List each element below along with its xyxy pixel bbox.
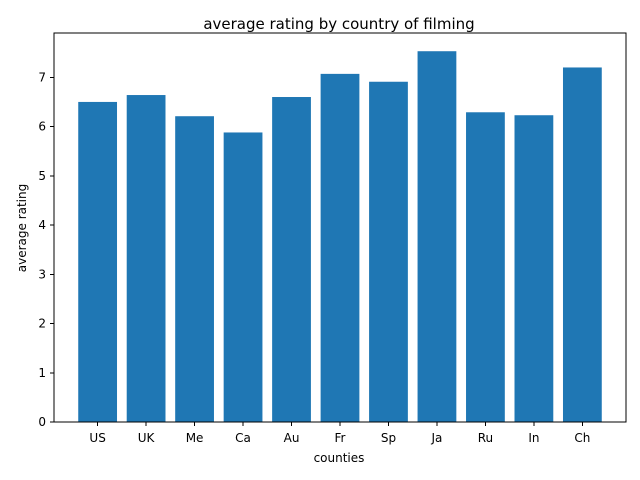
y-axis-label: average rating (15, 184, 29, 273)
bar-uk (126, 95, 166, 423)
bars-group (78, 51, 602, 423)
x-tick-label: In (528, 431, 539, 445)
y-tick-label: 2 (38, 317, 46, 331)
x-tick-label: Ja (430, 431, 442, 445)
bar-ru (466, 112, 505, 422)
y-tick-label: 6 (38, 120, 46, 134)
bar-ch (562, 67, 602, 422)
x-tick-label: Sp (381, 431, 396, 445)
x-tick-label: Fr (335, 431, 346, 445)
bar-me (175, 116, 214, 422)
x-tick-label: Ru (478, 431, 493, 445)
chart-title: average rating by country of filming (203, 15, 474, 33)
x-axis-label: counties (314, 451, 365, 465)
plot-frame (53, 32, 627, 423)
x-tick-label: UK (138, 431, 156, 445)
y-axis-ticks: 0 1 2 3 4 5 6 7 (38, 70, 54, 429)
y-tick-label: 7 (38, 70, 46, 84)
x-tick-label: Ca (235, 431, 251, 445)
y-tick-label: 1 (38, 366, 46, 380)
bar-us (78, 101, 118, 422)
x-tick-label: Ch (574, 431, 590, 445)
y-tick-label: 0 (38, 415, 46, 429)
x-tick-label: US (89, 431, 105, 445)
x-axis-ticks: US UK Me Ca Au Fr Sp Ja Ru In Ch (89, 422, 590, 445)
x-tick-label: Au (284, 431, 300, 445)
bar-sp (369, 81, 408, 422)
x-tick-label: Me (186, 431, 204, 445)
bar-ja (417, 51, 457, 422)
bar-in (514, 115, 554, 423)
bar-fr (320, 73, 360, 422)
y-tick-label: 3 (38, 267, 46, 281)
bar-ca (223, 132, 263, 422)
y-tick-label: 4 (38, 218, 46, 232)
y-tick-label: 5 (38, 169, 46, 183)
bar-au (272, 97, 311, 422)
